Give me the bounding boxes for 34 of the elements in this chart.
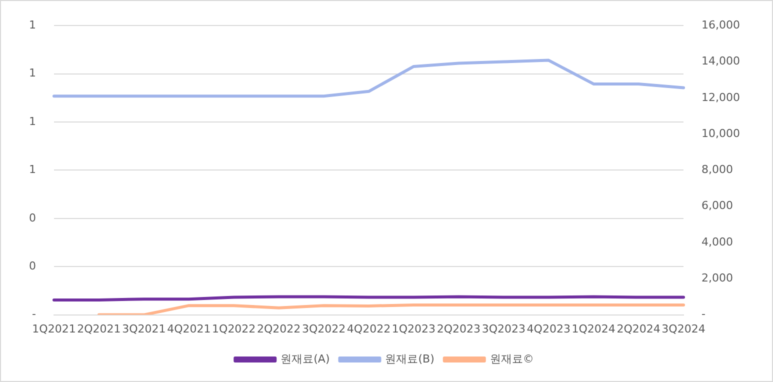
y-tick-label: 1: [29, 163, 36, 176]
x-tick-label: 1Q2022: [212, 322, 256, 336]
y2-tick-label: 10,000: [702, 126, 740, 140]
x-tick-label: 2Q2022: [256, 322, 301, 336]
x-tick-label: 3Q2024: [662, 322, 706, 336]
y2-tick-label: 6,000: [702, 199, 734, 212]
x-tick-label: 3Q2021: [122, 322, 166, 336]
legend-label: 원재료(B): [385, 352, 434, 366]
x-tick-label: 1Q2024: [572, 322, 616, 336]
y2-tick-label: 14,000: [702, 54, 740, 68]
y-tick-label: 1: [29, 66, 36, 80]
y-tick-label: 0: [29, 259, 36, 272]
y2-tick-label: 16,000: [702, 18, 740, 32]
x-tick-label: 4Q2023: [526, 322, 570, 336]
legend-label: 원재료(A): [280, 352, 330, 366]
x-tick-label: 3Q2022: [302, 322, 346, 336]
x-tick-label: 4Q2022: [346, 322, 391, 336]
y-tick-label: -: [32, 308, 36, 321]
legend-label: 원재료©: [490, 352, 534, 366]
y-tick-label: 1: [29, 18, 36, 32]
y2-tick-label: 4,000: [702, 235, 734, 248]
x-tick-label: 1Q2023: [392, 322, 436, 336]
y-tick-label: 1: [29, 114, 36, 128]
x-tick-label: 2Q2023: [436, 322, 481, 336]
x-tick-label: 1Q2021: [32, 322, 76, 336]
y2-tick-label: -: [702, 308, 706, 321]
y-tick-label: 0: [29, 211, 36, 224]
x-tick-label: 4Q2021: [167, 322, 211, 336]
x-tick-label: 3Q2023: [482, 322, 526, 336]
y2-tick-label: 12,000: [702, 90, 740, 104]
y2-tick-label: 8,000: [702, 163, 734, 176]
x-tick-label: 2Q2024: [616, 322, 660, 336]
x-tick-label: 2Q2021: [77, 322, 121, 336]
y2-tick-label: 2,000: [702, 272, 734, 285]
